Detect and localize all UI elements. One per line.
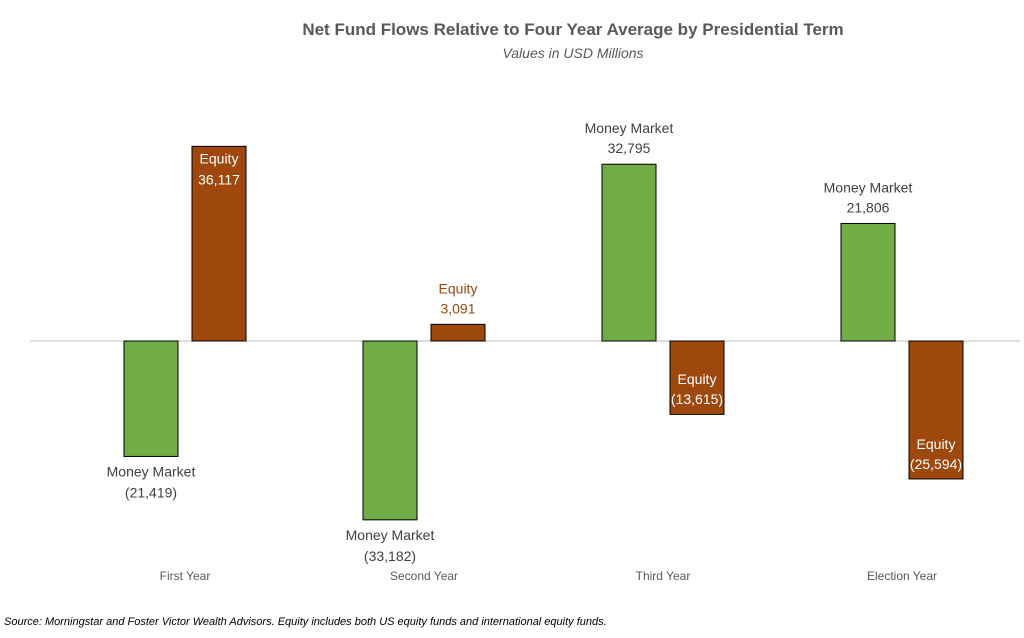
series-label-money-market-2: Money Market	[585, 120, 674, 136]
bar-equity-3	[908, 340, 964, 480]
data-label-money-market-2: 32,795	[608, 140, 651, 156]
bar-money-market-0	[123, 340, 179, 457]
category-label-2: Third Year	[636, 569, 691, 583]
series-label-money-market-1: Money Market	[346, 527, 435, 543]
bar-chart: Money Market (21,419) Money Market (33,182)…	[30, 120, 1020, 583]
bar-equity-2	[669, 340, 725, 415]
series-label-equity-3: Equity	[917, 436, 956, 452]
series-label-equity-2: Equity	[678, 371, 717, 387]
chart-title: Net Fund Flows Relative to Four Year Ave…	[302, 20, 844, 39]
category-label-0: First Year	[160, 569, 211, 583]
data-label-equity-1: 3,091	[440, 300, 475, 316]
bar-equity-1	[430, 323, 486, 342]
series-label-equity-0: Equity	[200, 150, 239, 166]
source-note: Source: Morningstar and Foster Victor We…	[4, 616, 607, 628]
category-label-1: Second Year	[390, 569, 458, 583]
bar-money-market-3	[840, 222, 896, 342]
data-label-equity-0: 36,117	[198, 171, 240, 187]
series-label-money-market-3: Money Market	[824, 179, 913, 195]
chart-subtitle: Values in USD Millions	[502, 45, 644, 61]
data-label-equity-3: (25,594)	[910, 456, 962, 472]
category-label-3: Election Year	[867, 569, 937, 583]
data-label-money-market-1: (33,182)	[364, 548, 416, 564]
series-label-equity-1: Equity	[439, 280, 478, 296]
data-label-money-market-0: (21,419)	[125, 484, 177, 500]
data-label-equity-2: (13,615)	[671, 391, 723, 407]
data-label-money-market-3: 21,806	[847, 199, 890, 215]
series-label-money-market-0: Money Market	[107, 463, 196, 479]
bar-money-market-1	[362, 340, 418, 521]
bar-equity-0	[191, 145, 247, 342]
bar-money-market-2	[601, 163, 657, 342]
